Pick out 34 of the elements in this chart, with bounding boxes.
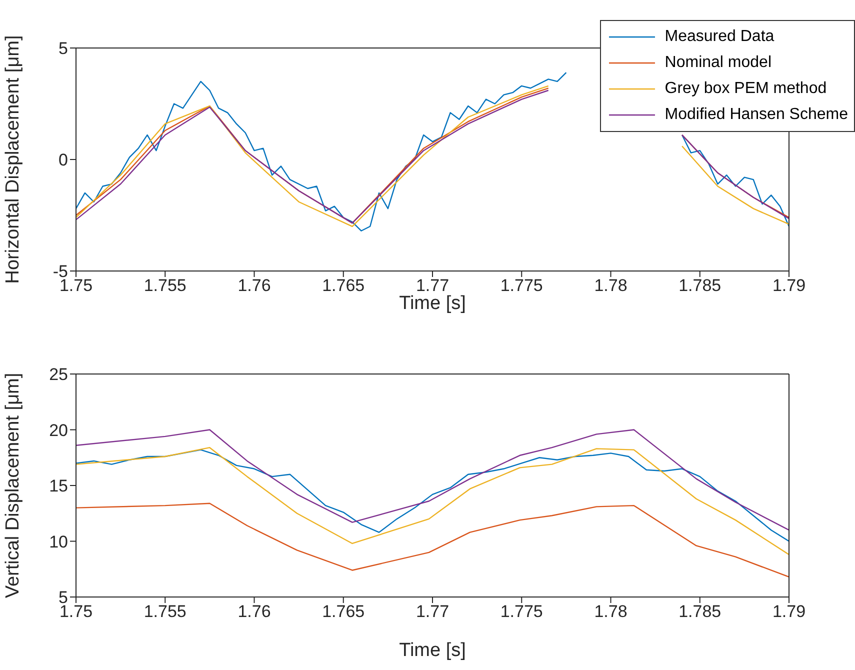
y-axis-title: Vertical Displacement [μm] (2, 372, 24, 598)
line-series (76, 502, 789, 578)
x-tick-label: 1.78 (594, 602, 628, 622)
x-tick-label: 1.77 (416, 602, 450, 622)
y-tick-label: 0 (58, 150, 68, 170)
x-tick-label: 1.775 (500, 276, 543, 296)
x-tick-label: 1.75 (59, 602, 93, 622)
x-tick-label: 1.785 (678, 602, 722, 622)
x-tick-label: 1.765 (322, 276, 365, 296)
x-tick-label: 1.78 (594, 276, 628, 296)
legend-label: Grey box PEM method (664, 80, 827, 98)
x-tick-label: 1.755 (144, 602, 186, 622)
y-tick-label: 15 (49, 476, 68, 496)
line-series (76, 429, 789, 531)
y-tick-label: 10 (49, 532, 68, 552)
x-tick-label: 1.76 (238, 276, 271, 296)
x-tick-label: 1.785 (678, 276, 722, 296)
x-tick-label: 1.75 (59, 276, 93, 296)
x-tick-label: 1.79 (772, 602, 806, 622)
legend-label: Modified Hansen Scheme (664, 106, 848, 124)
y-tick-label: 5 (58, 39, 68, 58)
x-tick-label: 1.76 (238, 602, 271, 622)
x-tick-label: 1.775 (500, 602, 543, 622)
x-axis-title: Time [s] (399, 293, 466, 314)
legend-label: Nominal model (664, 54, 772, 72)
y-tick-label: 25 (49, 365, 68, 384)
x-tick-label: 1.755 (144, 276, 186, 296)
x-axis-title: Time [s] (399, 640, 466, 661)
y-axis-title: Horizontal Displacement [μm] (2, 35, 24, 284)
y-tick-label: 20 (49, 420, 68, 440)
x-tick-label: 1.79 (772, 276, 806, 296)
x-tick-label: 1.765 (322, 602, 365, 622)
legend-label: Measured Data (664, 28, 774, 46)
x-tick-label: 1.77 (416, 276, 450, 296)
